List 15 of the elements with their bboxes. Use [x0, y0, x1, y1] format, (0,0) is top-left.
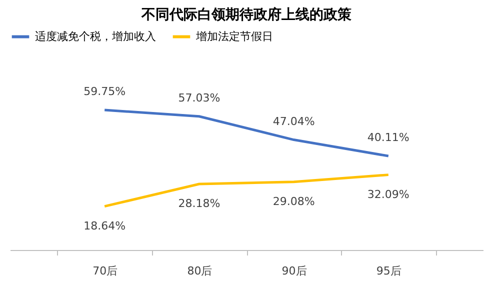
data-label: 18.64%	[84, 219, 126, 232]
x-tick-label: 90后	[282, 264, 307, 278]
data-label: 57.03%	[178, 91, 220, 104]
data-label: 40.11%	[367, 131, 410, 144]
x-tick-label: 70后	[92, 264, 118, 278]
x-tick-label: 80后	[187, 264, 212, 278]
legend-label: 适度减免个税，增加收入	[35, 30, 156, 43]
data-label: 47.04%	[272, 114, 315, 128]
data-label: 29.08%	[272, 194, 315, 208]
data-label: 32.09%	[367, 188, 410, 201]
data-label: 28.18%	[178, 196, 220, 210]
chart-title: 不同代际白领期待政府上线的政策	[140, 6, 352, 23]
x-tick-label: 95后	[376, 264, 402, 278]
data-label: 59.75%	[84, 85, 126, 98]
legend-label: 增加法定节假日	[195, 30, 273, 43]
